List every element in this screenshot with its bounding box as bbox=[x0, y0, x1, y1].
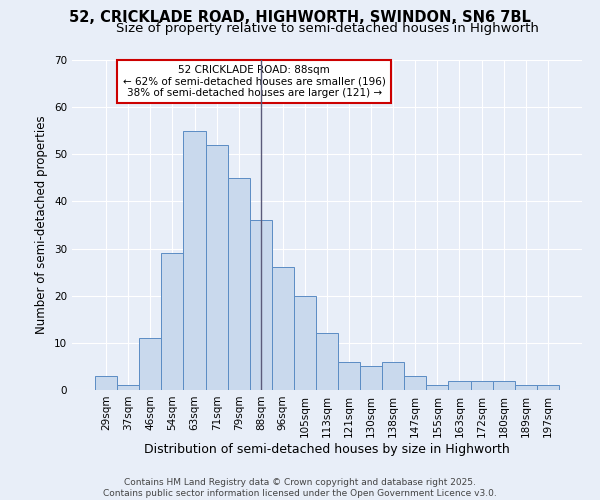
Bar bbox=[404, 376, 427, 390]
Bar bbox=[184, 130, 206, 390]
Bar bbox=[360, 366, 382, 390]
Bar bbox=[161, 254, 184, 390]
Y-axis label: Number of semi-detached properties: Number of semi-detached properties bbox=[35, 116, 49, 334]
Bar bbox=[470, 380, 493, 390]
Bar bbox=[139, 338, 161, 390]
Title: Size of property relative to semi-detached houses in Highworth: Size of property relative to semi-detach… bbox=[116, 22, 538, 35]
Bar bbox=[250, 220, 272, 390]
X-axis label: Distribution of semi-detached houses by size in Highworth: Distribution of semi-detached houses by … bbox=[144, 442, 510, 456]
Bar bbox=[95, 376, 117, 390]
Bar bbox=[227, 178, 250, 390]
Text: 52, CRICKLADE ROAD, HIGHWORTH, SWINDON, SN6 7BL: 52, CRICKLADE ROAD, HIGHWORTH, SWINDON, … bbox=[69, 10, 531, 25]
Bar bbox=[382, 362, 404, 390]
Bar bbox=[515, 386, 537, 390]
Bar bbox=[338, 362, 360, 390]
Bar bbox=[272, 268, 294, 390]
Text: 52 CRICKLADE ROAD: 88sqm
← 62% of semi-detached houses are smaller (196)
38% of : 52 CRICKLADE ROAD: 88sqm ← 62% of semi-d… bbox=[123, 64, 386, 98]
Bar bbox=[316, 334, 338, 390]
Bar bbox=[537, 386, 559, 390]
Text: Contains HM Land Registry data © Crown copyright and database right 2025.
Contai: Contains HM Land Registry data © Crown c… bbox=[103, 478, 497, 498]
Bar bbox=[427, 386, 448, 390]
Bar bbox=[493, 380, 515, 390]
Bar bbox=[448, 380, 470, 390]
Bar bbox=[117, 386, 139, 390]
Bar bbox=[294, 296, 316, 390]
Bar bbox=[206, 145, 227, 390]
